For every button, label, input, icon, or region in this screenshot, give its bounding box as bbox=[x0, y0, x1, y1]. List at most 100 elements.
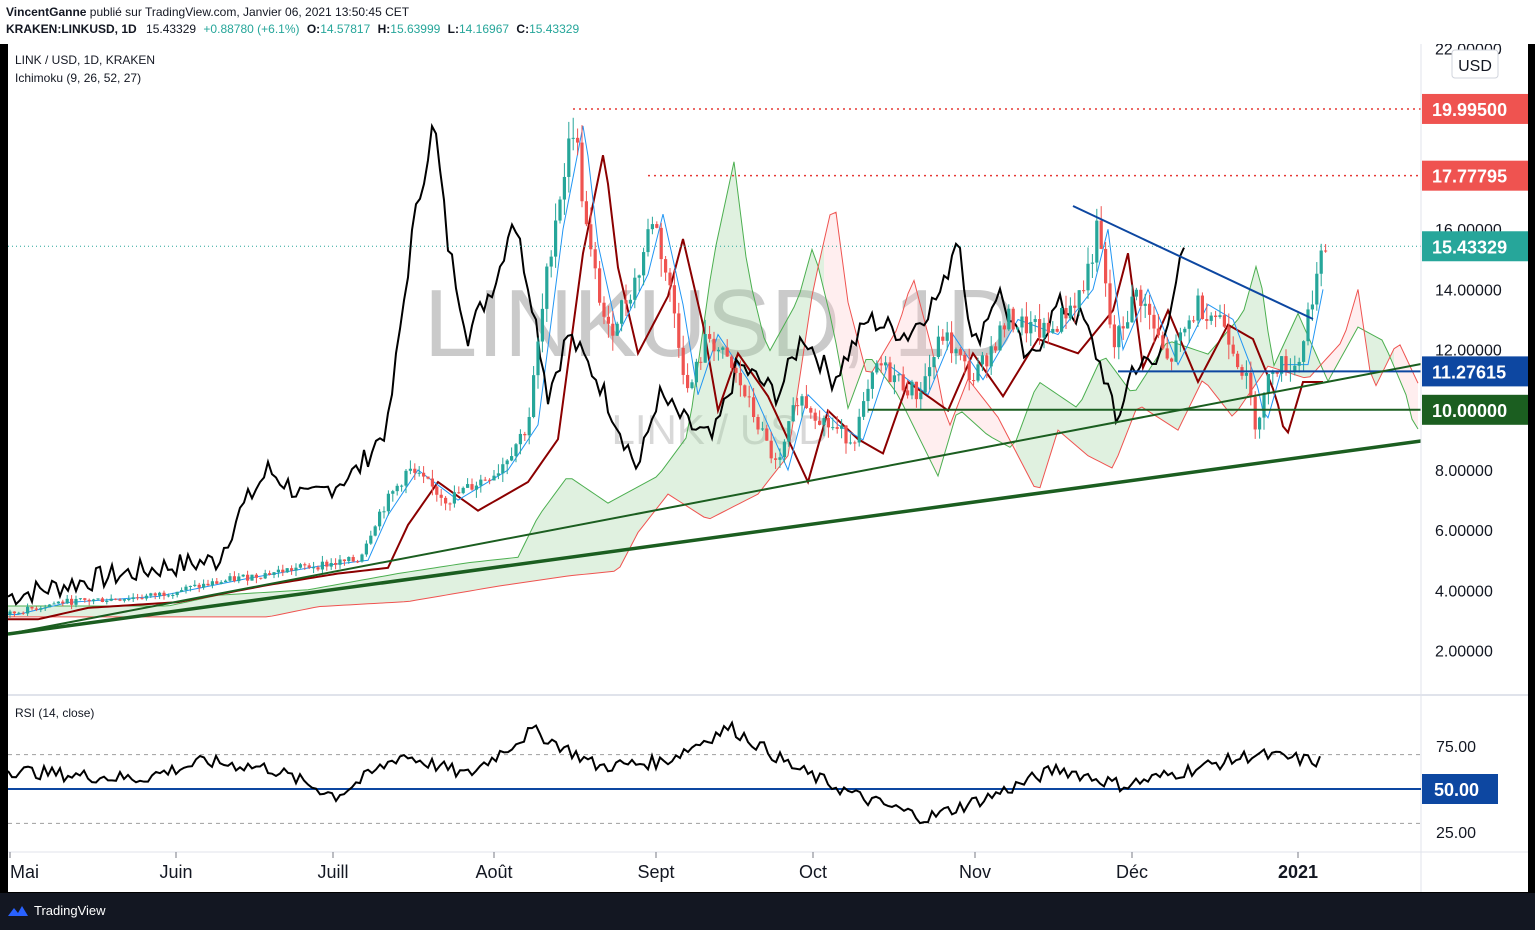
cloud-segment bbox=[758, 313, 764, 495]
candle-body bbox=[954, 349, 958, 354]
candle-body bbox=[237, 576, 241, 582]
candle-body bbox=[1104, 248, 1108, 284]
cloud-segment bbox=[782, 317, 788, 464]
cloud-segment bbox=[1238, 309, 1244, 411]
cloud-segment bbox=[1250, 266, 1256, 393]
candle-body bbox=[1214, 315, 1218, 317]
candle-body bbox=[1293, 365, 1297, 372]
candle-body bbox=[56, 601, 60, 604]
candle-body bbox=[127, 598, 131, 600]
candle-body bbox=[796, 405, 800, 407]
candle-body bbox=[96, 598, 100, 600]
candle-body bbox=[958, 349, 962, 355]
cloud-segment bbox=[362, 578, 368, 605]
cloud-segment bbox=[1166, 341, 1172, 427]
price-tick-label: 2.00000 bbox=[1435, 644, 1493, 661]
cloud-segment bbox=[350, 581, 356, 605]
close-label: C: bbox=[516, 22, 530, 36]
candle-body bbox=[1002, 325, 1006, 330]
candle-body bbox=[1196, 295, 1200, 321]
cloud-segment bbox=[434, 567, 440, 598]
chart-header: VincentGanne publié sur TradingView.com,… bbox=[0, 0, 1535, 44]
cloud-segment bbox=[680, 438, 686, 506]
candle-body bbox=[1064, 308, 1068, 319]
candle-body bbox=[505, 460, 509, 465]
cloud-segment bbox=[608, 499, 614, 572]
candle-body bbox=[140, 598, 144, 600]
candle-body bbox=[158, 592, 162, 596]
candle-body bbox=[910, 381, 914, 396]
candle-body bbox=[1302, 341, 1306, 362]
candle-body bbox=[941, 336, 945, 341]
candle-body bbox=[422, 472, 426, 477]
candle-body bbox=[105, 600, 109, 602]
candle-body bbox=[202, 583, 206, 588]
publish-text: publié sur TradingView.com, Janvier 06, … bbox=[86, 5, 410, 19]
cloud-segment bbox=[830, 212, 836, 344]
candle-body bbox=[870, 372, 874, 389]
candle-body bbox=[1178, 332, 1182, 341]
candle-body bbox=[518, 433, 522, 445]
cloud-segment bbox=[1262, 288, 1268, 375]
candle-body bbox=[1258, 417, 1262, 430]
candle-body bbox=[901, 374, 905, 391]
candle-body bbox=[232, 576, 236, 582]
time-tick-label: 2021 bbox=[1278, 862, 1318, 882]
candle-body bbox=[655, 224, 659, 228]
price-label-text: 10.00000 bbox=[1432, 401, 1507, 421]
cloud-segment bbox=[1256, 266, 1262, 384]
candle-body bbox=[540, 308, 544, 342]
candle-body bbox=[1156, 328, 1160, 336]
candle-body bbox=[342, 559, 346, 562]
candle-body bbox=[1108, 283, 1112, 325]
candle-body bbox=[175, 591, 179, 596]
candle-body bbox=[439, 494, 443, 498]
price-tick-label: 6.00000 bbox=[1435, 523, 1493, 540]
candle-body bbox=[738, 372, 742, 386]
chart-svg[interactable]: LINKUSD, 1D LINK / USD LINK / USD, 1D, K… bbox=[8, 44, 1528, 892]
candle-body bbox=[1095, 220, 1099, 263]
candle-body bbox=[1082, 290, 1086, 292]
cloud-segment bbox=[1382, 340, 1388, 374]
cloud-segment bbox=[1184, 345, 1190, 418]
candle-body bbox=[131, 597, 135, 599]
candle-body bbox=[417, 472, 421, 474]
currency-box[interactable] bbox=[1451, 49, 1499, 79]
cloud-segment bbox=[260, 592, 266, 617]
chart-area[interactable]: LINKUSD, 1D LINK / USD LINK / USD, 1D, K… bbox=[8, 44, 1528, 892]
candle-body bbox=[628, 299, 632, 304]
cloud-segment bbox=[836, 212, 842, 376]
candle-body bbox=[884, 362, 888, 366]
candle-body bbox=[268, 573, 272, 575]
candle-body bbox=[461, 487, 465, 494]
candle-body bbox=[356, 561, 360, 563]
candle-body bbox=[171, 595, 175, 597]
cloud-segment bbox=[116, 606, 122, 617]
price-axis[interactable]: 22.0000016.0000014.0000012.000008.000006… bbox=[1420, 44, 1528, 892]
cloud-segment bbox=[1376, 336, 1382, 386]
candle-body bbox=[303, 564, 307, 566]
candle-body bbox=[259, 577, 263, 579]
author-name[interactable]: VincentGanne bbox=[6, 5, 87, 19]
candle-body bbox=[122, 599, 126, 601]
candle-body bbox=[17, 612, 21, 614]
cloud-segment bbox=[1142, 371, 1148, 411]
tradingview-logo[interactable]: TradingView bbox=[8, 903, 106, 918]
candle-body bbox=[1090, 262, 1094, 264]
candle-body bbox=[703, 334, 707, 363]
ohlc-line: KRAKEN:LINKUSD, 1D 15.43329 +0.88780 (+6… bbox=[6, 22, 579, 36]
cloud-segment bbox=[392, 573, 398, 603]
rsi-label-text: 50.00 bbox=[1434, 780, 1479, 800]
candle-body bbox=[972, 380, 976, 382]
time-axis[interactable]: Mai Juin Juill Août Sept Oct Nov Déc 2021 bbox=[9, 852, 1318, 882]
candle-body bbox=[1060, 308, 1064, 332]
candle-body bbox=[184, 586, 188, 591]
cloud-segment bbox=[1400, 344, 1406, 395]
candle-body bbox=[153, 593, 157, 596]
candle-body bbox=[892, 375, 896, 383]
cloud-segment bbox=[1106, 358, 1112, 468]
rsi-legend: RSI (14, close) bbox=[15, 706, 94, 720]
candle-body bbox=[928, 367, 932, 377]
cloud-segment bbox=[1292, 313, 1298, 376]
